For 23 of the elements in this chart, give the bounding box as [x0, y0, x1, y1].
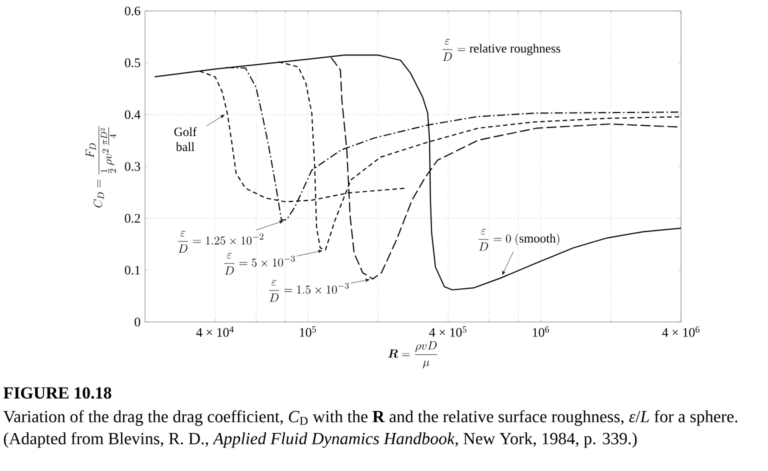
y-tick-label: 0.1 [124, 266, 140, 275]
annotation: $\frac{\varepsilon}{D} = \mathrm{relative\ roughness}$ [442, 39, 560, 61]
annotation: Golf ball [174, 127, 197, 152]
x-tick-label: 10$^{5}$ [300, 326, 316, 337]
text: (Adapted from Blevins, R. D., Applied Fluid Dynamics Handbook, New York, 1984, p. 339.) [4, 432, 637, 448]
text: Variation of the drag the drag coefficient, C$_{D}$ with the R and the relative surface roughness, ε/L for a sphere. [3, 410, 738, 426]
y-axis-title: $C_D = \frac{F_D}{\frac{1}{2}\,\rho v^2\,\frac{\pi D^2}{4}}$ [86, 126, 116, 208]
caption: FIGURE 10.18 [3, 387, 112, 399]
y-tick-label: 0.3 [124, 162, 140, 171]
y-tick-label: 0.6 [124, 6, 140, 16]
annotation: $\frac{\varepsilon}{D} = 5 \times 10^{-3}$ [224, 252, 295, 275]
y-tick-label: 0.5 [124, 58, 140, 68]
y-tick-label: 0 [134, 318, 140, 326]
annotation: $\frac{\varepsilon}{D} = 0\ \mathrm{(smooth)}$ [478, 228, 560, 251]
x-tick-label: 4 × 10$^{5}$ [429, 326, 466, 337]
x-tick-label: 4 × 10$^{6}$ [662, 326, 700, 337]
y-tick-label: 0.2 [124, 214, 140, 223]
y-tick-label: 0.4 [124, 110, 140, 120]
x-tick-label: 4 × 10$^{4}$ [196, 326, 234, 337]
annotation: $\frac{\varepsilon}{D} = 1.25 \times 10^{-2}$ [178, 230, 264, 253]
x-axis-title: $\boldsymbol{R} = \frac{\rho v D}{\mu}$ [388, 341, 438, 368]
x-tick-label: 10$^{6}$ [532, 326, 550, 337]
annotation: $\frac{\varepsilon}{D} = 1.5 \times 10^{-3}$ [269, 280, 349, 302]
